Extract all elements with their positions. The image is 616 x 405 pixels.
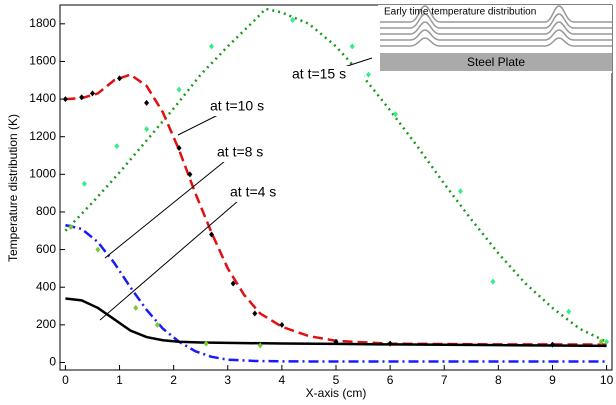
x-tick-label: 5 <box>333 373 340 387</box>
data-point <box>598 338 604 345</box>
annotation: at t=4 s <box>230 184 276 200</box>
annotation: at t=15 s <box>292 66 346 82</box>
y-tick-label: 200 <box>36 317 56 331</box>
data-point <box>393 111 399 118</box>
series-line <box>65 223 607 363</box>
y-tick-label: 1200 <box>29 129 56 143</box>
y-tick-label: 1800 <box>29 16 56 30</box>
x-tick-label: 0 <box>62 373 69 387</box>
data-point <box>349 43 355 50</box>
data-point <box>68 224 74 231</box>
data-point <box>81 180 87 187</box>
data-point <box>187 171 193 178</box>
data-point <box>490 278 496 285</box>
data-point <box>230 280 236 287</box>
y-tick-label: 400 <box>36 279 56 293</box>
data-point <box>133 304 139 311</box>
annotation-bg <box>290 66 364 84</box>
inset-layer <box>380 13 612 29</box>
inset-layer <box>380 37 612 47</box>
data-point <box>257 342 263 349</box>
y-tick-label: 1400 <box>29 91 56 105</box>
data-point <box>203 340 209 347</box>
data-point <box>365 71 371 78</box>
data-point <box>62 96 68 103</box>
y-tick-label: 600 <box>36 242 56 256</box>
data-point <box>144 126 150 133</box>
data-point <box>279 321 285 328</box>
data-point <box>252 310 258 317</box>
y-tick-label: 1600 <box>29 54 56 68</box>
annotation-bg <box>228 184 302 202</box>
x-tick-label: 6 <box>387 373 394 387</box>
x-tick-label: 8 <box>495 373 502 387</box>
x-tick-label: 3 <box>224 373 231 387</box>
x-tick-label: 10 <box>600 373 614 387</box>
annotation-bg <box>208 98 282 116</box>
data-point <box>95 246 101 253</box>
y-tick-label: 0 <box>49 355 56 369</box>
data-point <box>566 308 572 315</box>
x-tick-label: 1 <box>116 373 123 387</box>
data-point <box>290 17 296 24</box>
data-point <box>457 188 463 195</box>
x-tick-label: 9 <box>549 373 556 387</box>
x-tick-label: 7 <box>441 373 448 387</box>
data-point <box>387 340 393 347</box>
inset-label: Steel Plate <box>467 55 525 69</box>
inset-title: Early time temperature distribution <box>384 7 536 18</box>
y-tick-label: 1000 <box>29 167 56 181</box>
annotation: at t=8 s <box>217 144 263 160</box>
annotation-line <box>99 200 239 321</box>
series-line <box>65 297 607 348</box>
x-tick-label: 4 <box>279 373 286 387</box>
data-point <box>209 43 215 50</box>
data-point <box>333 338 339 345</box>
data-point <box>154 321 160 328</box>
data-point <box>549 341 555 348</box>
data-point <box>89 90 95 97</box>
inset-layer <box>380 5 612 23</box>
x-axis-label: X-axis (cm) <box>306 386 367 400</box>
annotation-line <box>104 160 226 259</box>
y-tick-label: 800 <box>36 204 56 218</box>
x-tick-label: 2 <box>170 373 177 387</box>
data-point <box>604 338 610 345</box>
annotation: at t=10 s <box>210 98 264 114</box>
annotation-line <box>177 114 219 136</box>
inset-layer <box>380 29 612 41</box>
data-point <box>114 143 120 150</box>
data-point <box>144 99 150 106</box>
data-point <box>176 86 182 93</box>
inset-layer <box>380 21 612 35</box>
data-point <box>176 144 182 151</box>
data-point <box>209 231 215 238</box>
data-point <box>79 94 85 101</box>
data-point <box>117 75 123 82</box>
annotation-bg <box>215 144 289 162</box>
inset-plate <box>380 53 612 71</box>
y-axis-label: Temperature distribution (K) <box>6 114 20 262</box>
